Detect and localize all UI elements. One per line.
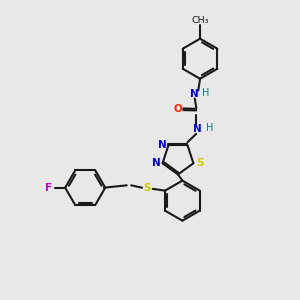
Text: CH₃: CH₃ — [191, 16, 209, 25]
Text: S: S — [196, 158, 204, 168]
Text: N: N — [190, 89, 199, 99]
Text: O: O — [173, 104, 182, 114]
Text: N: N — [158, 140, 166, 150]
Text: H: H — [206, 123, 213, 133]
Text: H: H — [202, 88, 210, 98]
Text: N: N — [193, 124, 202, 134]
Text: F: F — [45, 183, 52, 193]
Text: N: N — [152, 158, 161, 168]
Text: S: S — [144, 183, 151, 193]
